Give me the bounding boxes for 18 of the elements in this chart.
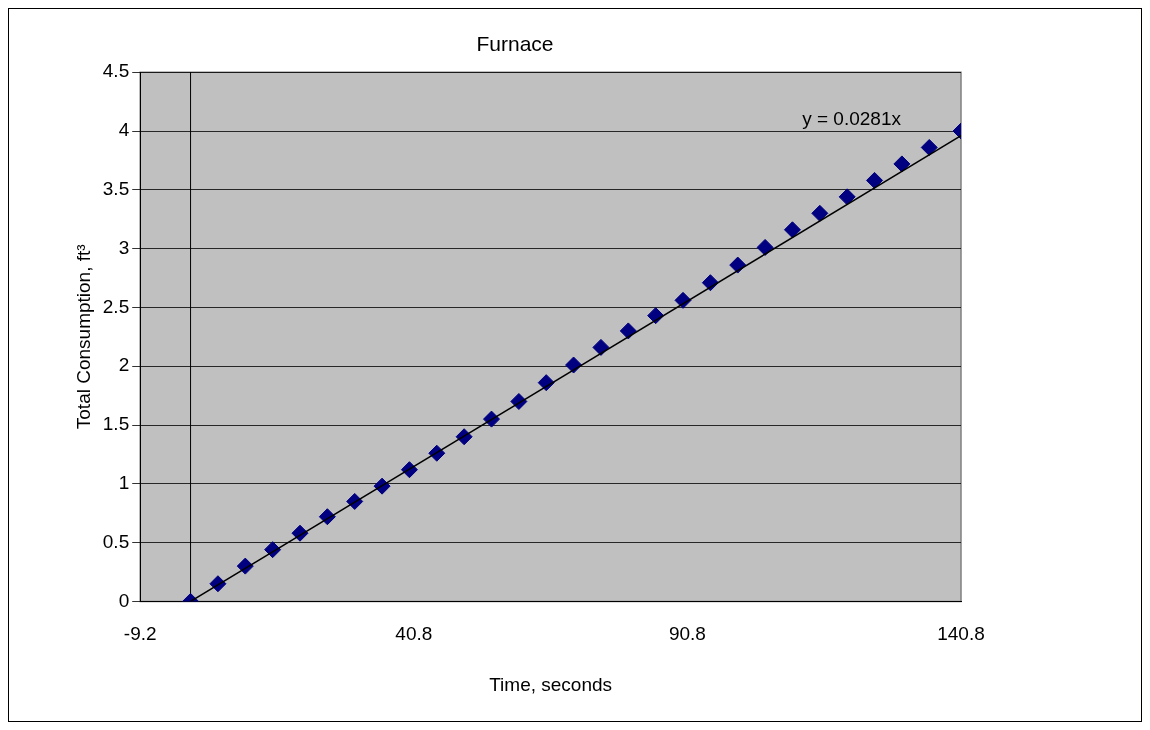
chart-title: Furnace (476, 32, 554, 56)
annotation: y = 0.0281x (802, 108, 902, 130)
y-tick-label: 4.5 (102, 60, 130, 82)
y-tick-label: 0 (118, 589, 130, 611)
y-tick-label: 0.5 (102, 530, 130, 552)
y-tick-label: 3.5 (102, 178, 130, 200)
y-tick-label: 3 (118, 236, 130, 258)
x-tick-label: -9.2 (123, 623, 157, 645)
y-axis-title: Total Consumption, ft³ (72, 244, 94, 430)
y-tick-label: 1 (118, 472, 130, 494)
x-axis-title: Time, seconds (489, 673, 613, 695)
y-tick-label: 4 (118, 119, 130, 141)
y-tick-label: 2 (118, 354, 130, 376)
y-tick-label: 2.5 (102, 295, 130, 317)
y-tick-label: 1.5 (102, 413, 130, 435)
x-tick-label: 40.8 (395, 623, 433, 645)
x-tick-label: 90.8 (668, 623, 706, 645)
x-tick-label: 140.8 (937, 623, 985, 645)
